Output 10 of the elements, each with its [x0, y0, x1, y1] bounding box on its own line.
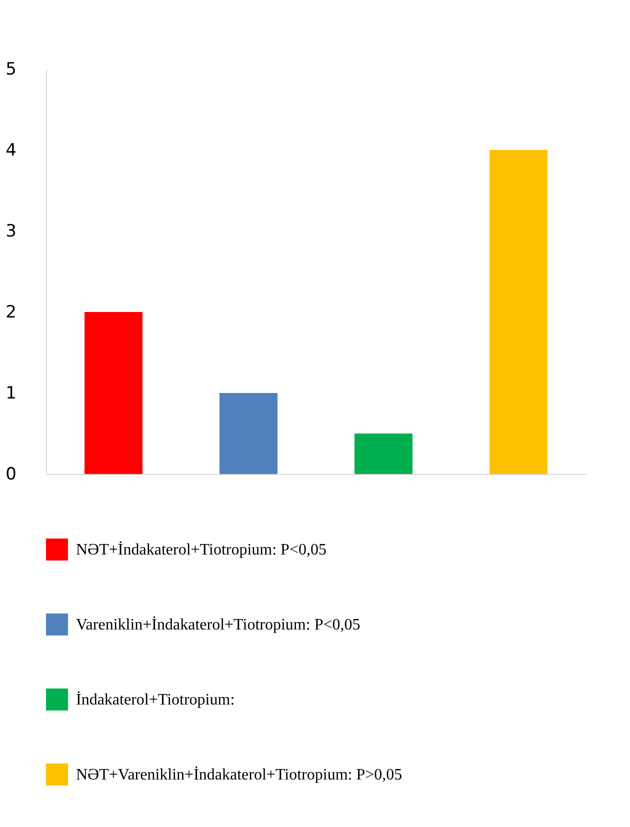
y-tick-label: 2 [6, 302, 16, 322]
y-tick-label: 1 [6, 384, 16, 404]
y-tick-label: 5 [6, 60, 16, 80]
y-tick-label: 0 [6, 464, 16, 484]
legend-label: İndakaterol+Tiotropium: [76, 690, 235, 708]
legend-label: Vareniklin+İndakaterol+Tiotropium: P<0,05 [76, 616, 360, 634]
legend-label: NƏT+Vareniklin+İndakaterol+Tiotropium: P>0,05 [76, 766, 402, 784]
legend-label: NƏT+İndakaterol+Tiotropium: P<0,05 [76, 540, 326, 558]
y-tick-label: 4 [6, 140, 16, 160]
y-tick-label: 3 [6, 222, 16, 242]
